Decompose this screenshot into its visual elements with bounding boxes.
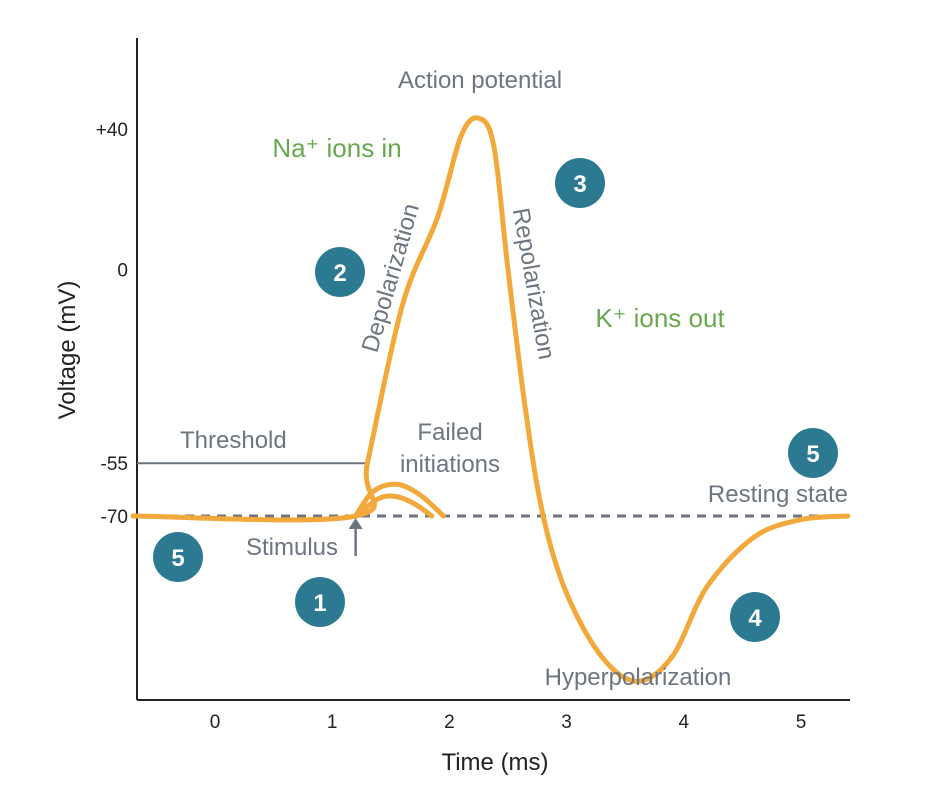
hyperpolarization-label: Hyperpolarization xyxy=(545,664,732,691)
k-ions-label: K⁺ ions out xyxy=(595,303,725,333)
stimulus-label: Stimulus xyxy=(246,534,338,561)
x-tick-label: 4 xyxy=(679,712,690,733)
x-tick-label: 1 xyxy=(327,712,338,733)
y-tick-label: 0 xyxy=(117,261,128,282)
step-badge-number: 4 xyxy=(748,605,762,632)
step-badge-5 xyxy=(153,532,203,582)
y-tick-label: -70 xyxy=(101,507,128,528)
action-potential-curve xyxy=(130,115,851,684)
x-tick-label: 2 xyxy=(444,712,455,733)
failed-initiation-curve-1 xyxy=(353,481,446,519)
step-badge-1 xyxy=(295,577,345,627)
step-badge-number: 3 xyxy=(573,171,586,198)
stimulus-arrow-head xyxy=(348,518,363,529)
y-axis-title: Voltage (mV) xyxy=(54,281,81,420)
failed-initiations-label: initiations xyxy=(400,451,500,478)
depolarization-label: Depolarization xyxy=(357,200,425,355)
x-tick-label: 5 xyxy=(796,712,807,733)
x-axis-title: Time (ms) xyxy=(441,749,548,776)
x-tick-label: 0 xyxy=(210,712,221,733)
na-ions-label: Na⁺ ions in xyxy=(272,133,401,163)
threshold-label: Threshold xyxy=(180,427,287,454)
x-tick-label: 3 xyxy=(561,712,572,733)
step-badge-5 xyxy=(788,428,838,478)
step-badge-4 xyxy=(730,592,780,642)
y-tick-label: +40 xyxy=(96,120,128,141)
step-badge-3 xyxy=(555,158,605,208)
step-badge-number: 5 xyxy=(806,441,819,468)
y-tick-label: -55 xyxy=(101,454,128,475)
failed-initiation-curve-2 xyxy=(353,493,435,519)
step-badge-number: 2 xyxy=(333,260,346,287)
action-potential-label: Action potential xyxy=(398,67,562,94)
step-badge-number: 1 xyxy=(313,590,326,617)
resting-state-label: Resting state xyxy=(708,481,848,508)
failed-initiations-label: Failed xyxy=(417,419,482,446)
step-badge-2 xyxy=(315,247,365,297)
step-badge-number: 5 xyxy=(171,545,184,572)
